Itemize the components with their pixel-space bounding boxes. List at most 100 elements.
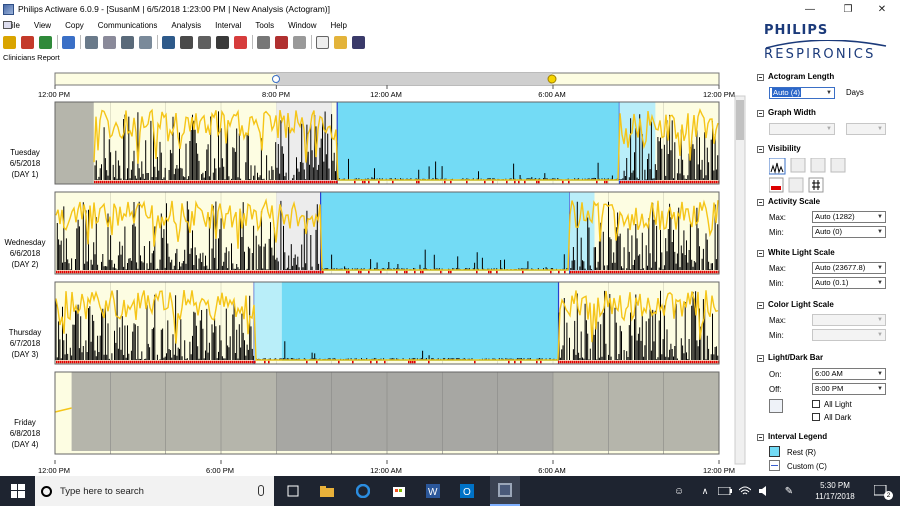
menu-help[interactable]: Help bbox=[330, 20, 347, 30]
section-header[interactable]: Visibility bbox=[757, 144, 900, 156]
volume-icon[interactable] bbox=[756, 476, 774, 506]
all-light-checkbox[interactable] bbox=[812, 400, 820, 408]
activity-toggle-icon[interactable] bbox=[769, 158, 786, 175]
red-light-toggle-icon[interactable] bbox=[810, 158, 826, 173]
fire-icon[interactable] bbox=[21, 35, 34, 49]
scrollbar-thumb[interactable] bbox=[736, 100, 744, 140]
columns-icon[interactable] bbox=[198, 35, 211, 49]
collapse-icon[interactable] bbox=[757, 146, 764, 153]
section-header[interactable]: Interval Legend bbox=[757, 432, 900, 444]
save-icon[interactable] bbox=[352, 35, 365, 49]
wave-icon[interactable] bbox=[234, 35, 247, 49]
chevron-down-icon: ▼ bbox=[877, 214, 883, 220]
collapse-icon[interactable] bbox=[757, 110, 764, 117]
badge-icon[interactable] bbox=[3, 35, 16, 49]
menu-tools[interactable]: Tools bbox=[255, 20, 275, 30]
day-row-4 bbox=[54, 371, 720, 455]
menu-file[interactable]: File bbox=[7, 20, 20, 30]
frame-icon[interactable] bbox=[180, 35, 193, 49]
open-icon[interactable] bbox=[334, 35, 347, 49]
file-explorer-icon[interactable] bbox=[316, 476, 338, 506]
day-row-1 bbox=[54, 101, 720, 185]
people-icon[interactable]: ☺ bbox=[673, 485, 685, 497]
rest-margin bbox=[254, 282, 282, 361]
white-min-select[interactable]: Auto (0.1) ▼ bbox=[812, 277, 886, 289]
menu-window[interactable]: Window bbox=[288, 20, 317, 30]
axis-top-label: 12:00 AM bbox=[370, 90, 402, 99]
minimize-icon[interactable]: — bbox=[805, 3, 815, 15]
section-header[interactable]: Light/Dark Bar bbox=[757, 353, 900, 365]
white-max-select[interactable]: Auto (23677.8) ▼ bbox=[812, 262, 886, 274]
light-on-select[interactable]: 6:00 AM ▼ bbox=[812, 368, 886, 380]
print-icon[interactable] bbox=[257, 35, 270, 49]
section-header[interactable]: Color Light Scale bbox=[757, 300, 900, 312]
taskbar-clock[interactable]: 5:30 PM 11/17/2018 bbox=[815, 481, 855, 501]
menu-interval[interactable]: Interval bbox=[215, 20, 242, 30]
color-max-select[interactable]: ▼ bbox=[812, 314, 886, 326]
properties-icon[interactable] bbox=[85, 35, 98, 49]
all-dark-checkbox[interactable] bbox=[812, 413, 820, 421]
word-icon[interactable]: W bbox=[422, 476, 444, 506]
collapse-icon[interactable] bbox=[757, 250, 764, 257]
activity-max-select[interactable]: Auto (1282) ▼ bbox=[812, 211, 886, 223]
actiware-taskbar-icon[interactable] bbox=[490, 476, 520, 506]
taskbar-search[interactable]: Type here to search bbox=[35, 476, 274, 506]
section-header[interactable]: Actogram Length bbox=[757, 72, 900, 84]
new-icon[interactable] bbox=[316, 35, 329, 49]
task-view-icon[interactable] bbox=[282, 476, 304, 506]
menu-view[interactable]: View bbox=[33, 20, 52, 30]
white-light-toggle-icon[interactable] bbox=[790, 158, 806, 173]
table-icon[interactable] bbox=[216, 35, 229, 49]
graph-width-select[interactable]: ▼ bbox=[769, 123, 835, 135]
menu-analysis[interactable]: Analysis bbox=[171, 20, 202, 30]
rest-legend-label: Rest (R) bbox=[787, 448, 817, 457]
chevron-up-icon[interactable]: ∧ bbox=[701, 485, 709, 496]
pdf-icon[interactable] bbox=[275, 35, 288, 49]
blue-light-toggle-icon[interactable] bbox=[788, 177, 804, 193]
close-icon[interactable]: ✕ bbox=[877, 3, 887, 15]
menu-copy[interactable]: Copy bbox=[65, 20, 84, 30]
actogram: 12:00 PM 8:00 PM 12:00 AM 6:00 AM 12:00 … bbox=[0, 64, 752, 476]
green-light-toggle-icon[interactable] bbox=[830, 158, 846, 173]
collapse-icon[interactable] bbox=[757, 199, 764, 206]
network-icon[interactable] bbox=[736, 476, 754, 506]
collapse-icon[interactable] bbox=[757, 355, 764, 362]
axis-bottom-label: 12:00 PM bbox=[702, 466, 736, 475]
store-icon[interactable] bbox=[388, 476, 410, 506]
gridlines-toggle-icon[interactable] bbox=[808, 177, 824, 193]
document-icon[interactable] bbox=[3, 21, 12, 29]
menu-communications[interactable]: Communications bbox=[97, 20, 158, 30]
sun-picker-icon[interactable] bbox=[769, 399, 783, 413]
edge-icon[interactable] bbox=[352, 476, 374, 506]
axis-bottom-label: 6:00 AM bbox=[538, 466, 566, 475]
actogram-length-select[interactable]: Auto (4) ▼ bbox=[769, 87, 835, 99]
export-icon[interactable] bbox=[139, 35, 152, 49]
battery-icon[interactable] bbox=[716, 476, 734, 506]
list-icon[interactable] bbox=[162, 35, 175, 49]
section-header[interactable]: Activity Scale bbox=[757, 197, 900, 209]
copy-icon[interactable] bbox=[293, 35, 306, 49]
light-off-select[interactable]: 8:00 PM ▼ bbox=[812, 383, 886, 395]
swap-icon[interactable] bbox=[62, 35, 75, 49]
sun-icon[interactable] bbox=[547, 74, 557, 84]
grid-icon[interactable] bbox=[103, 35, 116, 49]
collapse-icon[interactable] bbox=[757, 302, 764, 309]
windows-start-icon[interactable] bbox=[6, 476, 30, 506]
microphone-icon[interactable] bbox=[258, 485, 264, 496]
notification-center-icon[interactable]: 2 bbox=[870, 476, 893, 506]
collapse-icon[interactable] bbox=[757, 74, 764, 81]
tree-icon[interactable] bbox=[121, 35, 134, 49]
color-min-select[interactable]: ▼ bbox=[812, 329, 886, 341]
restore-icon[interactable]: ❐ bbox=[843, 3, 853, 15]
outlook-icon[interactable]: O bbox=[456, 476, 478, 506]
report-tab[interactable]: Clinicians Report bbox=[3, 53, 60, 62]
vertical-scrollbar[interactable] bbox=[734, 95, 746, 465]
graph-width-unit-select[interactable]: ▼ bbox=[846, 123, 886, 135]
pen-icon[interactable]: ✎ bbox=[784, 485, 794, 497]
section-header[interactable]: Graph Width bbox=[757, 108, 900, 120]
collapse-icon[interactable] bbox=[757, 434, 764, 441]
activity-min-select[interactable]: Auto (0) ▼ bbox=[812, 226, 886, 238]
section-header[interactable]: White Light Scale bbox=[757, 248, 900, 260]
notification-count: 2 bbox=[884, 491, 893, 500]
leaf-icon[interactable] bbox=[39, 35, 52, 49]
